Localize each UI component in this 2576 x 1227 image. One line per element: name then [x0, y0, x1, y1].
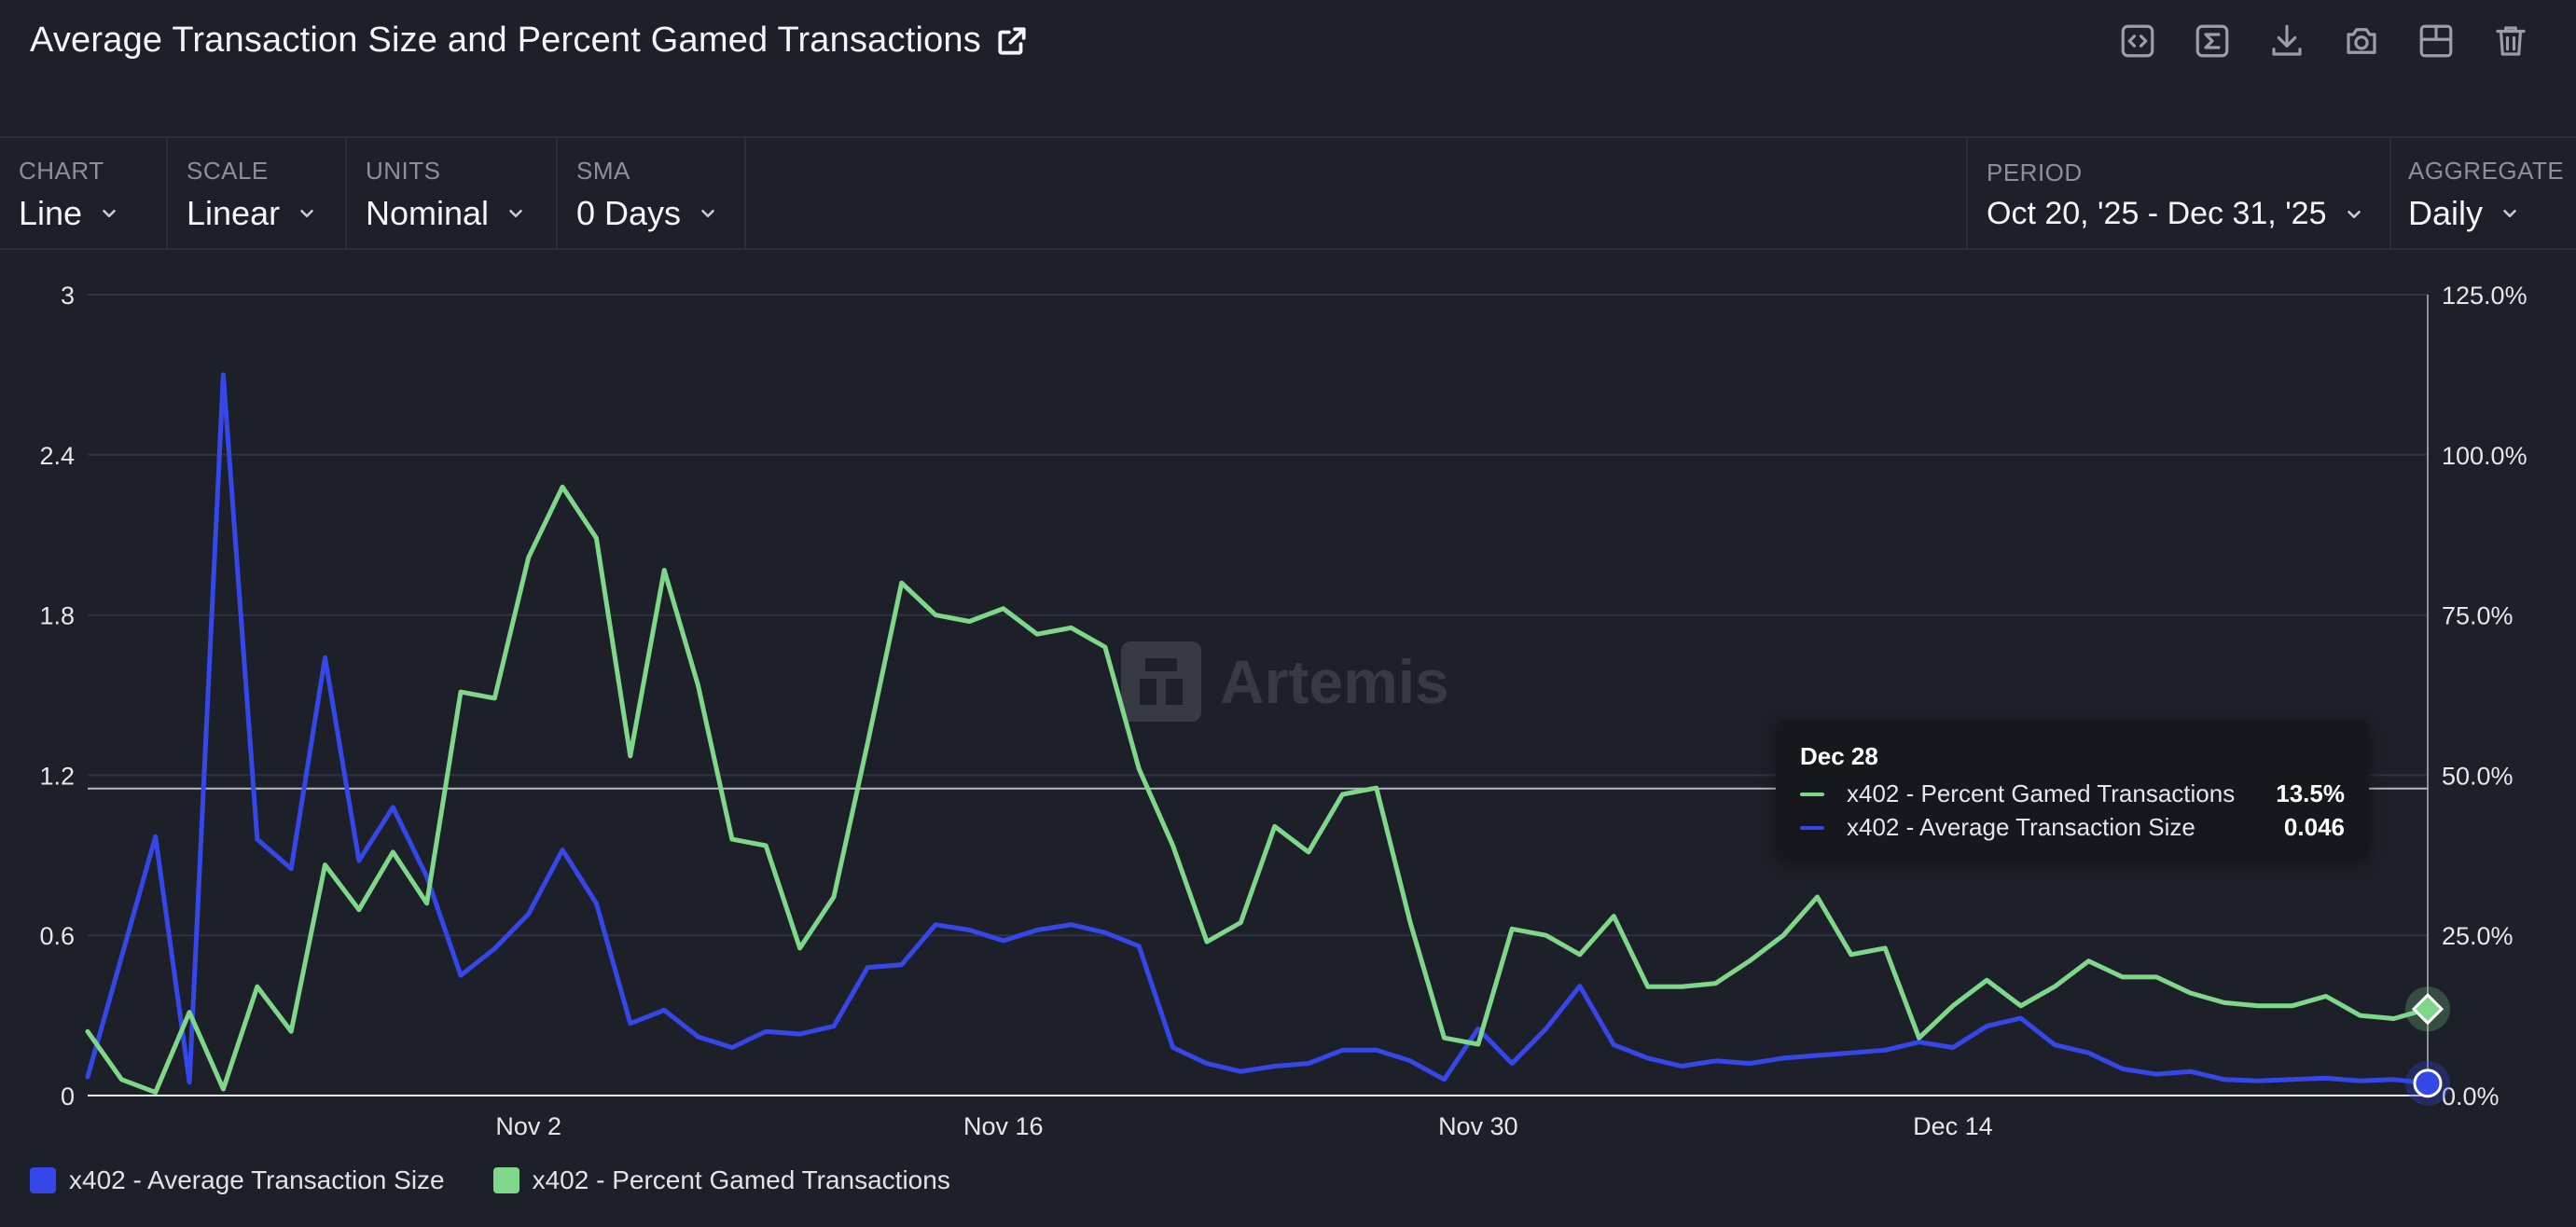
legend-label: x402 - Percent Gamed Transactions [532, 1165, 950, 1194]
tooltip-series-name: x402 - Average Transaction Size [1847, 813, 2195, 841]
tooltip-series-value: 13.5% [2276, 779, 2345, 807]
right-axis-tick-label: 50.0% [2442, 762, 2514, 790]
sigma-icon[interactable] [2192, 19, 2233, 63]
x-axis-tick-label: Dec 14 [1913, 1112, 1993, 1137]
tooltip-date: Dec 28 [1800, 742, 1878, 770]
right-axis-tick-label: 100.0% [2442, 442, 2528, 470]
code-embed-icon[interactable] [2117, 19, 2158, 63]
legend-label: x402 - Average Transaction Size [69, 1165, 445, 1194]
scale-label: SCALE [187, 157, 269, 185]
chart-legend: x402 - Average Transaction Size x402 - P… [30, 1165, 950, 1195]
tooltip-row-pct-gamed: x402 - Percent Gamed Transactions 13.5% [1800, 779, 2345, 811]
chart-title-text: Average Transaction Size and Percent Gam… [30, 21, 981, 60]
chart-tooltip: Dec 28 x402 - Percent Gamed Transactions… [1776, 720, 2369, 860]
chart-type-select[interactable]: CHART Line [0, 138, 168, 248]
chevron-down-icon [300, 209, 313, 218]
right-axis-tick-label: 0.0% [2442, 1082, 2500, 1110]
trash-icon[interactable] [2490, 19, 2531, 63]
sma-select[interactable]: SMA 0 Days [558, 138, 746, 248]
left-axis-tick-label: 1.8 [39, 602, 75, 630]
period-label: PERIOD [1987, 159, 2083, 186]
download-icon[interactable] [2266, 19, 2307, 63]
chevron-down-icon [701, 209, 714, 218]
axes: 0 0.6 1.2 1.8 2.4 3 0.0% 25.0% 50.0% 75.0% 100.0% 1… [39, 282, 2527, 1137]
aggregate-value: Daily [2408, 194, 2484, 232]
right-axis-tick-label: 75.0% [2442, 602, 2514, 630]
tooltip-row-avg-size: x402 - Average Transaction Size 0.046 [1800, 813, 2345, 845]
chevron-down-icon [509, 209, 522, 218]
legend-swatch [30, 1167, 56, 1193]
series-line-percent-gamed [85, 484, 2431, 1096]
chevron-down-icon [2347, 210, 2361, 218]
series [85, 372, 2431, 1096]
aggregate-label: AGGREGATE [2408, 157, 2565, 185]
chevron-down-icon [103, 209, 116, 218]
scale-value: Linear [187, 194, 281, 232]
tooltip-series-value: 0.046 [2283, 813, 2345, 841]
chart-type-label: CHART [19, 157, 104, 185]
tooltip-series-name: x402 - Percent Gamed Transactions [1847, 779, 2236, 807]
units-value: Nominal [366, 194, 490, 232]
legend-item-pct-gamed[interactable]: x402 - Percent Gamed Transactions [492, 1165, 950, 1195]
left-axis-tick-label: 0 [61, 1082, 75, 1110]
x-axis-tick-label: Nov 30 [1438, 1112, 1518, 1137]
legend-item-avg-size[interactable]: x402 - Average Transaction Size [30, 1165, 445, 1195]
right-axis-tick-label: 25.0% [2442, 922, 2514, 950]
layout-icon[interactable] [2416, 19, 2457, 63]
x-axis-tick-label: Nov 16 [963, 1112, 1044, 1137]
marker-percent-gamed [2411, 993, 2444, 1026]
external-link-icon[interactable] [994, 23, 1030, 59]
period-value: Oct 20, '25 - Dec 31, '25 [1987, 196, 2327, 231]
aggregate-select[interactable]: AGGREGATE Daily [2389, 138, 2576, 248]
sma-value: 0 Days [576, 194, 682, 232]
chart-header: Average Transaction Size and Percent Gam… [0, 0, 2576, 138]
left-axis-tick-label: 3 [61, 282, 75, 310]
watermark-text: Artemis [1220, 647, 1449, 716]
units-select[interactable]: UNITS Nominal [347, 138, 558, 248]
hover-markers [2405, 986, 2450, 1106]
chart-toolbar [2117, 19, 2531, 63]
chevron-down-icon [2503, 209, 2516, 218]
scale-select[interactable]: SCALE Linear [168, 138, 347, 248]
watermark: Artemis [1121, 641, 1449, 722]
units-label: UNITS [366, 157, 441, 185]
right-axis-tick-label: 125.0% [2442, 282, 2528, 310]
x-axis-tick-label: Nov 2 [495, 1112, 561, 1137]
legend-swatch [492, 1167, 519, 1193]
camera-icon[interactable] [2341, 19, 2382, 63]
line-chart[interactable]: Artemis 0 0.6 1.2 1.8 2.4 3 0.0% 25.0% 50.0% 75.0… [0, 261, 2576, 1137]
marker-avg-size [2413, 1068, 2443, 1098]
chart-type-value: Line [19, 194, 83, 232]
series-line-avg-transaction-size [85, 372, 2431, 1086]
period-select[interactable]: PERIOD Oct 20, '25 - Dec 31, '25 [1966, 138, 2391, 248]
left-axis-tick-label: 0.6 [39, 922, 75, 950]
left-axis-tick-label: 2.4 [39, 442, 75, 470]
sma-label: SMA [576, 157, 630, 185]
chart-controls: CHART Line SCALE Linear UNITS Nominal SM… [0, 138, 2576, 250]
left-axis-tick-label: 1.2 [39, 762, 75, 790]
chart-title: Average Transaction Size and Percent Gam… [30, 21, 1030, 61]
